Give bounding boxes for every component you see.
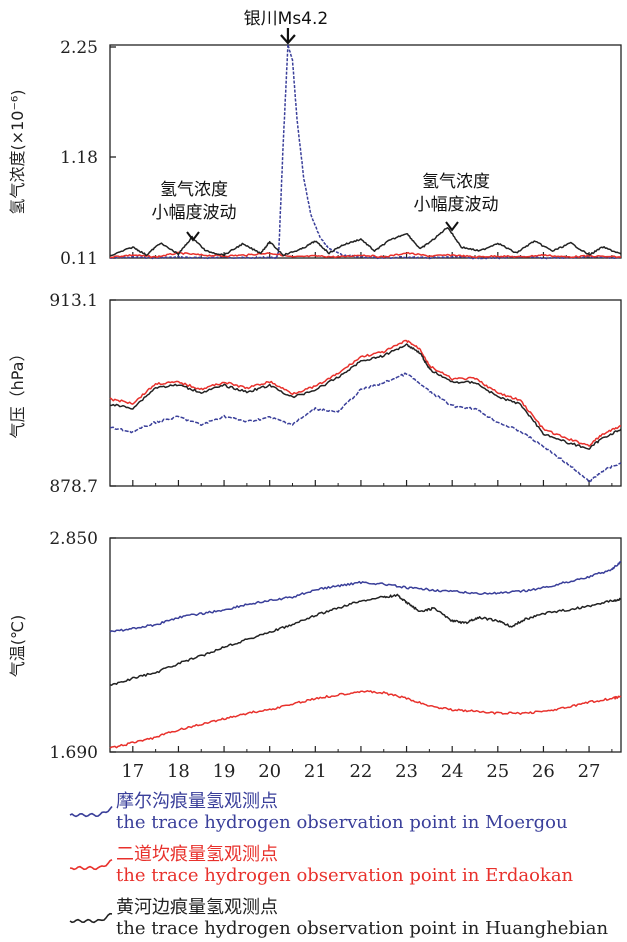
x-tick-label: 20 [258, 761, 281, 782]
y-tick-label: 913.1 [49, 291, 98, 311]
plot-frame [109, 44, 622, 259]
legend-swatch [69, 858, 113, 871]
annotation-fluctuation: 小幅度波动 [152, 203, 237, 223]
series-line [109, 339, 622, 447]
y-axis-label: 氢气浓度(×10⁻⁶) [8, 89, 27, 214]
y-tick-label: 878.7 [49, 477, 98, 497]
y-axis-label: 气温(℃) [8, 615, 27, 677]
x-tick-label: 21 [304, 761, 327, 782]
series-line [109, 560, 622, 633]
x-tick-label: 27 [578, 761, 601, 782]
series-line [109, 372, 622, 484]
series-line [109, 593, 622, 686]
series-line [109, 690, 622, 749]
y-tick-label: 1.690 [49, 743, 98, 763]
y-tick-label: 0.11 [60, 249, 98, 269]
x-tick-label: 26 [532, 761, 555, 782]
legend-swatch [69, 805, 113, 818]
x-tick-label: 25 [486, 761, 509, 782]
annotation-arrow [186, 231, 200, 242]
y-tick-label: 2.25 [60, 38, 98, 58]
series-line [110, 43, 622, 260]
x-tick-label: 24 [441, 761, 464, 782]
panel-2: 878.7 913.1 气压（hPa） [8, 291, 622, 497]
y-axis-label: 气压（hPa） [8, 346, 27, 439]
legend-swatch [69, 912, 113, 924]
series-line [109, 251, 622, 259]
x-tick-label: 19 [213, 761, 236, 782]
annotation-arrow [280, 28, 296, 45]
plot-frame [109, 299, 622, 487]
x-tick-label: 23 [395, 761, 418, 782]
series-line [110, 343, 622, 450]
x-tick-label: 22 [349, 761, 372, 782]
x-tick-label: 18 [167, 761, 190, 782]
y-tick-label: 1.18 [60, 148, 98, 168]
annotation-fluctuation: 氢气浓度 [160, 180, 228, 200]
annotation-earthquake: 银川Ms4.2 [244, 9, 329, 29]
plot-frame [109, 537, 622, 753]
annotation-fluctuation: 氢气浓度 [422, 172, 490, 192]
y-tick-label: 2.850 [49, 529, 98, 549]
x-tick-label: 17 [121, 761, 144, 782]
annotation-fluctuation: 小幅度波动 [414, 195, 499, 215]
panel-3: 1.690 2.850 气温(℃) 17 18 19 20 21 22 23 24 25 26 27 [8, 529, 622, 782]
series-line [109, 227, 622, 257]
annotation-arrow [445, 221, 459, 232]
